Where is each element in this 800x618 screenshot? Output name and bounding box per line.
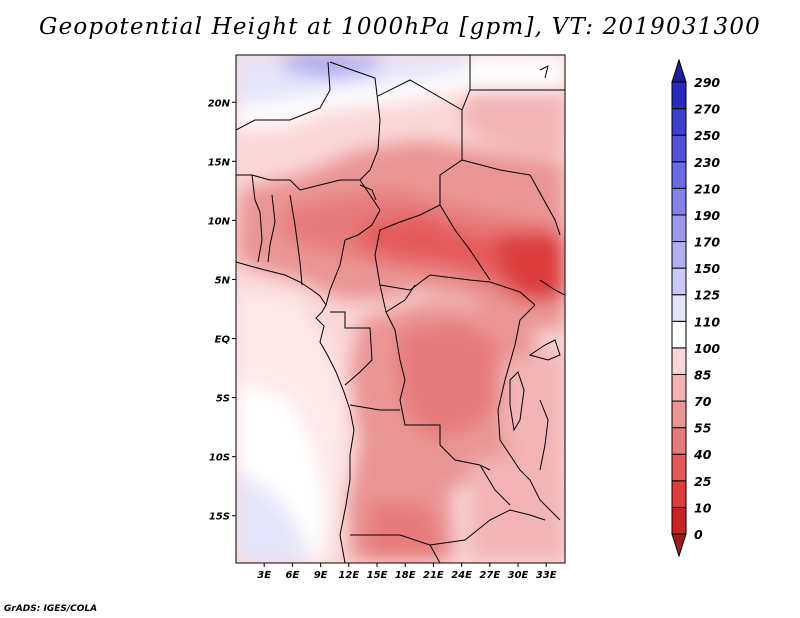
colorbar-label: 10 [694,500,712,515]
colorbar-label: 85 [694,367,712,382]
lat-tick-label: 15S [209,512,230,523]
map-frame [235,54,566,564]
colorbar-label: 170 [694,235,720,250]
colorbar-label: 230 [694,155,720,170]
lon-tick-label: 21E [423,570,444,581]
lon-tick-label: 15E [367,570,388,581]
colorbar-bin [671,320,687,349]
lat-tick-label: 10S [209,453,230,464]
colorbar-bin [671,294,687,322]
lat-tick-label: 15N [208,157,231,168]
colorbar-bin [671,453,687,482]
lon-tick-label: 18E [395,570,416,581]
colorbar-bin [671,241,687,269]
lat-tick-label: 5N [215,275,231,286]
grads-credit: GrADS: IGES/COLA [4,604,98,614]
lat-tick-label: 10N [208,216,231,227]
lat-tick-label: 20N [208,98,231,109]
lon-tick-label: 24E [451,570,472,581]
colorbar-bin [671,480,687,508]
colorbar-label: 190 [694,208,720,223]
colorbar-bin [671,533,687,558]
colorbar-label: 270 [694,102,720,117]
lon-tick-label: 27E [479,570,500,581]
lon-tick-label: 3E [257,570,271,581]
colorbar-label: 40 [693,447,712,462]
colorbar-bin [671,506,687,535]
colorbar-bin [671,267,687,296]
colorbar-label: 210 [694,181,720,196]
lat-tick-label: 5S [216,394,230,405]
lon-tick-label: 6E [286,570,300,581]
lon-tick-label: 12E [338,570,359,581]
colorbar-label: 100 [694,341,720,356]
colorbar-bin [671,427,687,455]
colorbar-label: 110 [694,314,720,329]
lat-tick-label: EQ [215,335,231,346]
colorbar-bin [671,347,687,375]
lon-axis: 3E 6E 9E 12E 15E 18E 21E 24E 27E 30E 33E [257,563,557,581]
colorbar-label: 55 [694,421,712,436]
colorbar-bin [671,187,687,216]
colorbar-bin [671,214,687,243]
chart-title: Geopotential Height at 1000hPa [gpm], VT… [39,14,761,40]
colorbar-label: 250 [694,128,720,143]
colorbar-label: 150 [694,261,720,276]
colorbar-bin [671,161,687,189]
colorbar-bin [671,108,687,136]
colorbar-bin [671,81,687,110]
lon-tick-label: 9E [314,570,328,581]
colorbar: 0 10 25 40 55 70 85 100 110 125 150 170 190 210 230 250… [671,58,720,558]
colorbar-bin [671,58,687,83]
colorbar-label: 25 [694,474,712,489]
colorbar-bin [671,134,687,163]
colorbar-label: 0 [694,527,703,542]
lat-axis: 20N 15N 10N 5N EQ 5S 10S 15S [208,98,236,523]
colorbar-label: 125 [694,288,720,303]
colorbar-bin [671,400,687,429]
height-field [236,55,565,563]
country-borders [236,55,565,563]
colorbar-label: 70 [694,394,712,409]
colorbar-bin [671,373,687,402]
colorbar-label: 290 [694,75,720,90]
lon-tick-label: 30E [508,570,529,581]
lon-tick-label: 33E [536,570,557,581]
